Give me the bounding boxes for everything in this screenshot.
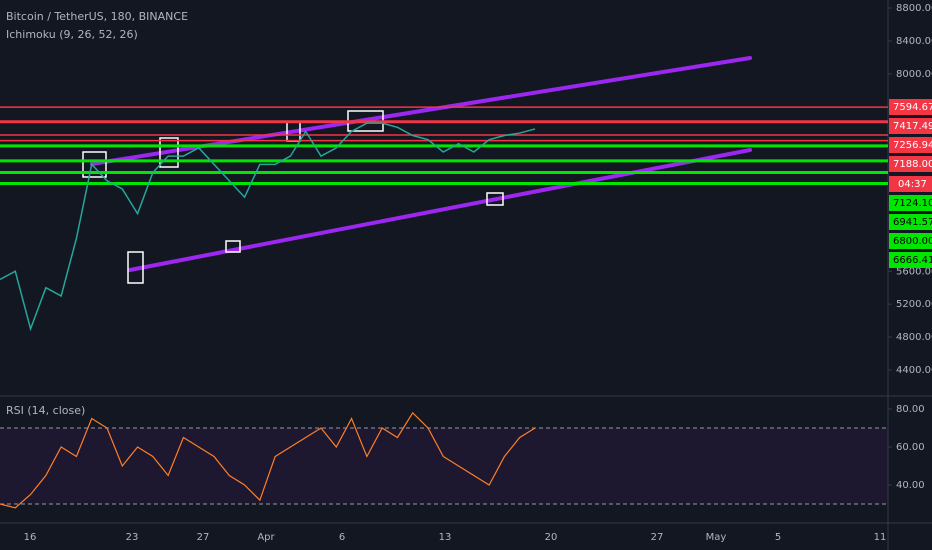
level-label: 7594.67 bbox=[893, 102, 932, 113]
time-label: 11 bbox=[874, 532, 887, 543]
y-tick-label: 5200.00 bbox=[896, 299, 932, 310]
box bbox=[159, 137, 179, 168]
countdown-bg bbox=[889, 176, 932, 192]
time-label: 16 bbox=[24, 532, 37, 543]
time-label: 23 bbox=[126, 532, 139, 543]
rsi-band-fill bbox=[0, 428, 888, 504]
rsi-tick-label: 60.00 bbox=[896, 442, 925, 453]
level-label: 7188.00 bbox=[893, 159, 932, 170]
level-label-bg bbox=[889, 214, 932, 230]
level-label-bg bbox=[889, 156, 932, 172]
level-label: 6941.57 bbox=[893, 217, 932, 228]
y-tick-label: 8800.00 bbox=[896, 3, 932, 14]
level-label: 6800.00 bbox=[893, 236, 932, 247]
level-label-bg bbox=[889, 118, 932, 134]
time-label: 27 bbox=[651, 532, 664, 543]
y-tick-label: 8400.00 bbox=[896, 36, 932, 47]
time-label: Apr bbox=[257, 532, 275, 543]
lower-channel bbox=[128, 148, 752, 272]
rsi-tick-label: 40.00 bbox=[896, 480, 925, 491]
y-tick-label: 4800.00 bbox=[896, 332, 932, 343]
box bbox=[486, 192, 504, 206]
y-tick-label: 8000.00 bbox=[896, 69, 932, 80]
box bbox=[82, 151, 107, 178]
symbol-title: Bitcoin / TetherUS, 180, BINANCE bbox=[6, 10, 188, 23]
rsi-tick-label: 80.00 bbox=[896, 404, 925, 415]
time-label: 20 bbox=[545, 532, 558, 543]
time-label: May bbox=[706, 532, 727, 543]
y-tick-label: 5600.00 bbox=[896, 266, 932, 277]
box bbox=[225, 240, 241, 253]
level-label-bg bbox=[889, 252, 932, 268]
price-line bbox=[0, 122, 536, 332]
countdown: 04:37 bbox=[898, 179, 927, 190]
level-label-bg bbox=[889, 137, 932, 153]
rsi-line bbox=[0, 411, 536, 509]
level-label: 7256.94 bbox=[893, 140, 932, 151]
indicator-title: Ichimoku (9, 26, 52, 26) bbox=[6, 28, 138, 41]
time-label: 6 bbox=[339, 532, 345, 543]
level-label-bg bbox=[889, 195, 932, 211]
level-label: 7124.10 bbox=[893, 198, 932, 209]
level-label: 6666.41 bbox=[893, 255, 932, 266]
time-label: 13 bbox=[439, 532, 452, 543]
time-label: 27 bbox=[197, 532, 210, 543]
y-tick-label: 4400.00 bbox=[896, 365, 932, 376]
time-label: 5 bbox=[775, 532, 781, 543]
rsi-title: RSI (14, close) bbox=[6, 404, 85, 417]
level-label: 7417.49 bbox=[893, 121, 932, 132]
level-label-bg bbox=[889, 233, 932, 249]
level-label-bg bbox=[889, 99, 932, 115]
box bbox=[127, 251, 144, 284]
